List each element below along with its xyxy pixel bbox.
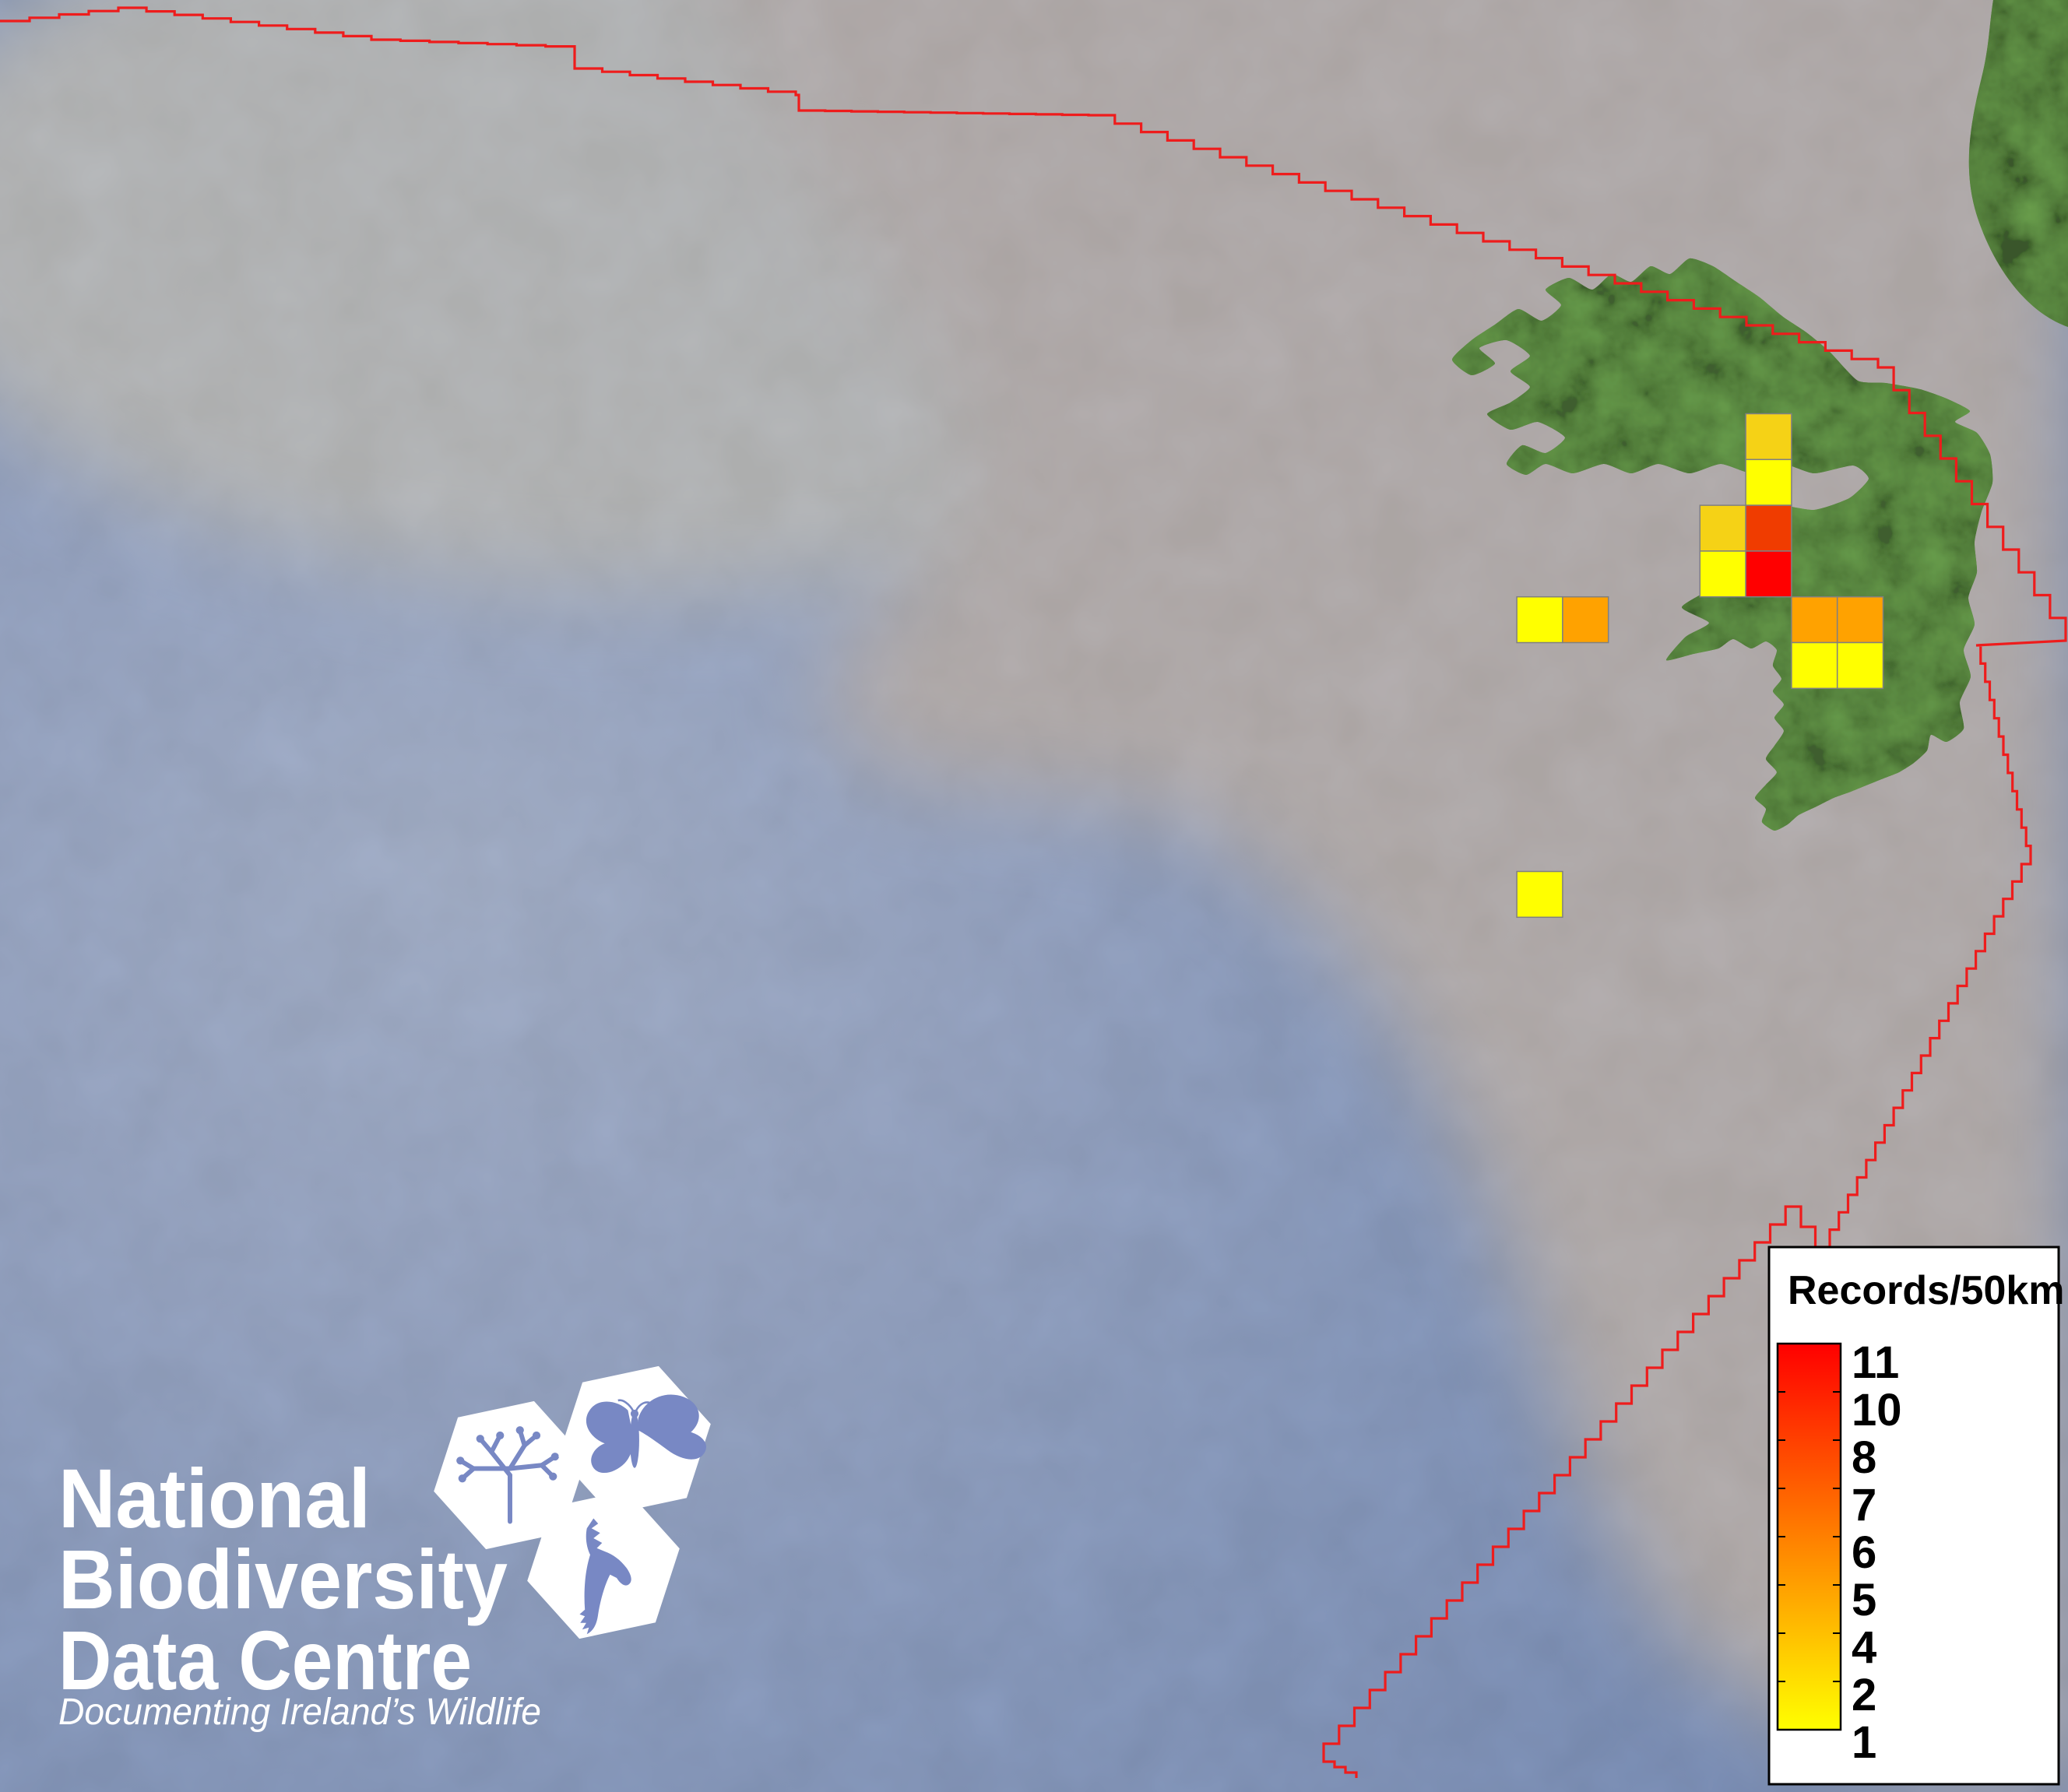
svg-text:6: 6 bbox=[1852, 1527, 1876, 1578]
svg-text:Documenting Ireland’s Wildlife: Documenting Ireland’s Wildlife bbox=[58, 1692, 541, 1733]
svg-text:8: 8 bbox=[1852, 1432, 1876, 1483]
svg-text:7: 7 bbox=[1852, 1480, 1876, 1530]
svg-text:1: 1 bbox=[1852, 1717, 1876, 1768]
svg-text:2: 2 bbox=[1852, 1670, 1876, 1720]
svg-text:Records/50km: Records/50km bbox=[1788, 1268, 2065, 1313]
svg-text:4: 4 bbox=[1852, 1622, 1876, 1673]
svg-text:10: 10 bbox=[1852, 1385, 1902, 1435]
svg-text:11: 11 bbox=[1852, 1337, 1899, 1388]
svg-text:5: 5 bbox=[1852, 1575, 1876, 1625]
svg-text:National: National bbox=[58, 1451, 371, 1545]
svg-text:Biodiversity: Biodiversity bbox=[58, 1532, 508, 1626]
